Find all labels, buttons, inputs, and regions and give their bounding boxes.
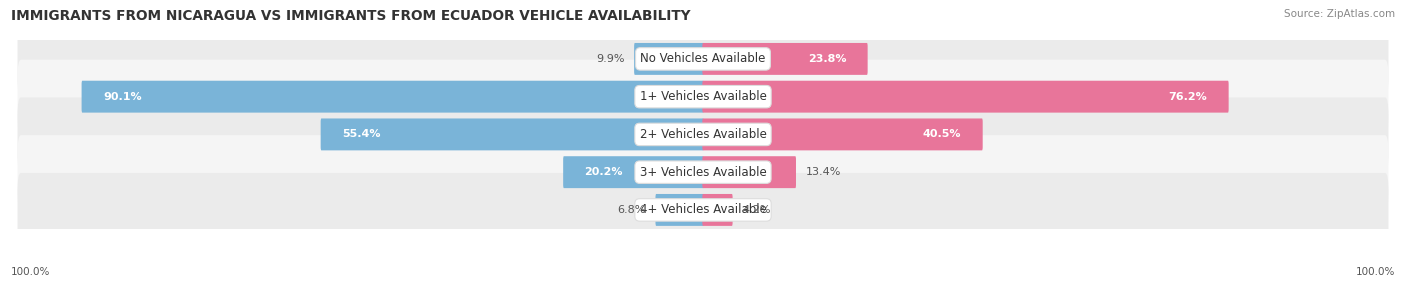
Text: No Vehicles Available: No Vehicles Available [640, 52, 766, 65]
FancyBboxPatch shape [17, 22, 1389, 96]
Text: 13.4%: 13.4% [806, 167, 841, 177]
Text: 4.2%: 4.2% [742, 205, 770, 215]
FancyBboxPatch shape [17, 60, 1389, 134]
Text: IMMIGRANTS FROM NICARAGUA VS IMMIGRANTS FROM ECUADOR VEHICLE AVAILABILITY: IMMIGRANTS FROM NICARAGUA VS IMMIGRANTS … [11, 9, 690, 23]
FancyBboxPatch shape [703, 118, 983, 150]
Text: 20.2%: 20.2% [585, 167, 623, 177]
Text: Source: ZipAtlas.com: Source: ZipAtlas.com [1284, 9, 1395, 19]
Text: 1+ Vehicles Available: 1+ Vehicles Available [640, 90, 766, 103]
FancyBboxPatch shape [17, 173, 1389, 247]
FancyBboxPatch shape [703, 81, 1229, 113]
FancyBboxPatch shape [321, 118, 703, 150]
FancyBboxPatch shape [703, 156, 796, 188]
Text: 90.1%: 90.1% [103, 92, 142, 102]
Text: 4+ Vehicles Available: 4+ Vehicles Available [640, 203, 766, 217]
FancyBboxPatch shape [703, 43, 868, 75]
Text: 3+ Vehicles Available: 3+ Vehicles Available [640, 166, 766, 179]
Text: 40.5%: 40.5% [922, 130, 962, 139]
Text: 76.2%: 76.2% [1168, 92, 1208, 102]
FancyBboxPatch shape [703, 194, 733, 226]
Text: 100.0%: 100.0% [1355, 267, 1395, 277]
FancyBboxPatch shape [564, 156, 703, 188]
FancyBboxPatch shape [634, 43, 703, 75]
Text: 2+ Vehicles Available: 2+ Vehicles Available [640, 128, 766, 141]
Text: 55.4%: 55.4% [342, 130, 381, 139]
Text: 6.8%: 6.8% [617, 205, 645, 215]
FancyBboxPatch shape [17, 135, 1389, 209]
FancyBboxPatch shape [82, 81, 703, 113]
Text: 23.8%: 23.8% [808, 54, 846, 64]
Text: 9.9%: 9.9% [596, 54, 624, 64]
FancyBboxPatch shape [655, 194, 703, 226]
FancyBboxPatch shape [17, 98, 1389, 171]
Text: 100.0%: 100.0% [11, 267, 51, 277]
